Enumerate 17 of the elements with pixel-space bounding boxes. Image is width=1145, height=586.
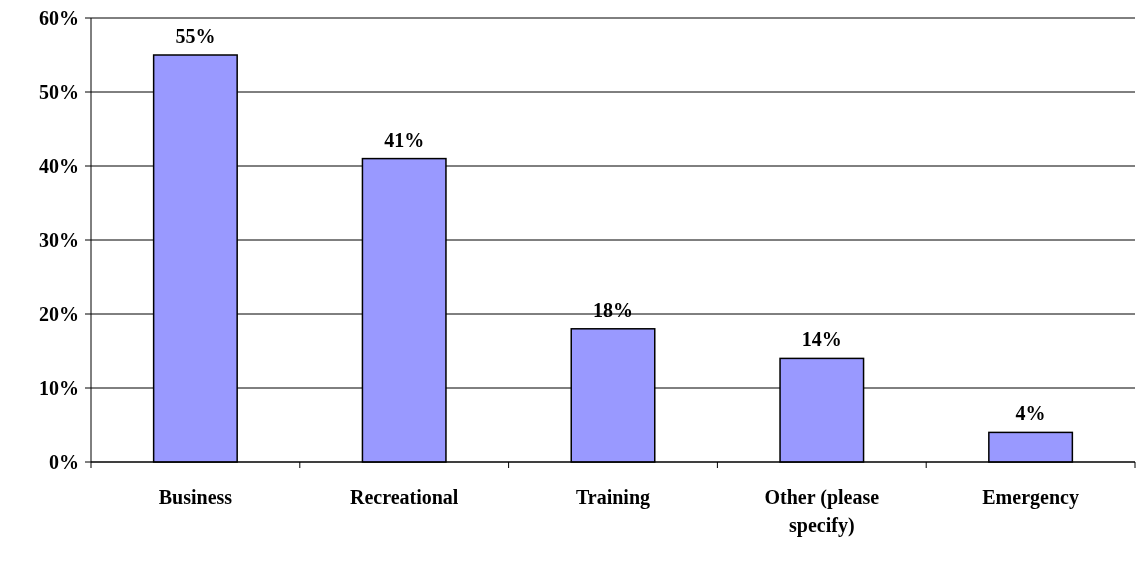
y-tick-label: 10% [39, 377, 79, 399]
x-tick-label: Training [575, 486, 651, 509]
y-tick-label: 20% [39, 303, 79, 325]
x-tick-label: Business [158, 486, 233, 508]
y-tick-label: 0% [49, 451, 79, 473]
y-tick-label: 60% [39, 7, 79, 29]
x-tick-label: Recreational [349, 486, 459, 508]
x-tick-label: Emergency [982, 486, 1079, 509]
data-label: 18% [593, 298, 633, 321]
y-tick-label: 50% [39, 81, 79, 103]
y-tick-label: 30% [39, 229, 79, 251]
y-tick-label: 40% [39, 155, 79, 177]
x-tick-label: Other (please specify) [764, 486, 880, 537]
data-label: 55% [175, 25, 216, 47]
data-label: 4% [1015, 402, 1046, 425]
data-label: 41% [384, 128, 425, 151]
data-label: 14% [801, 328, 842, 351]
